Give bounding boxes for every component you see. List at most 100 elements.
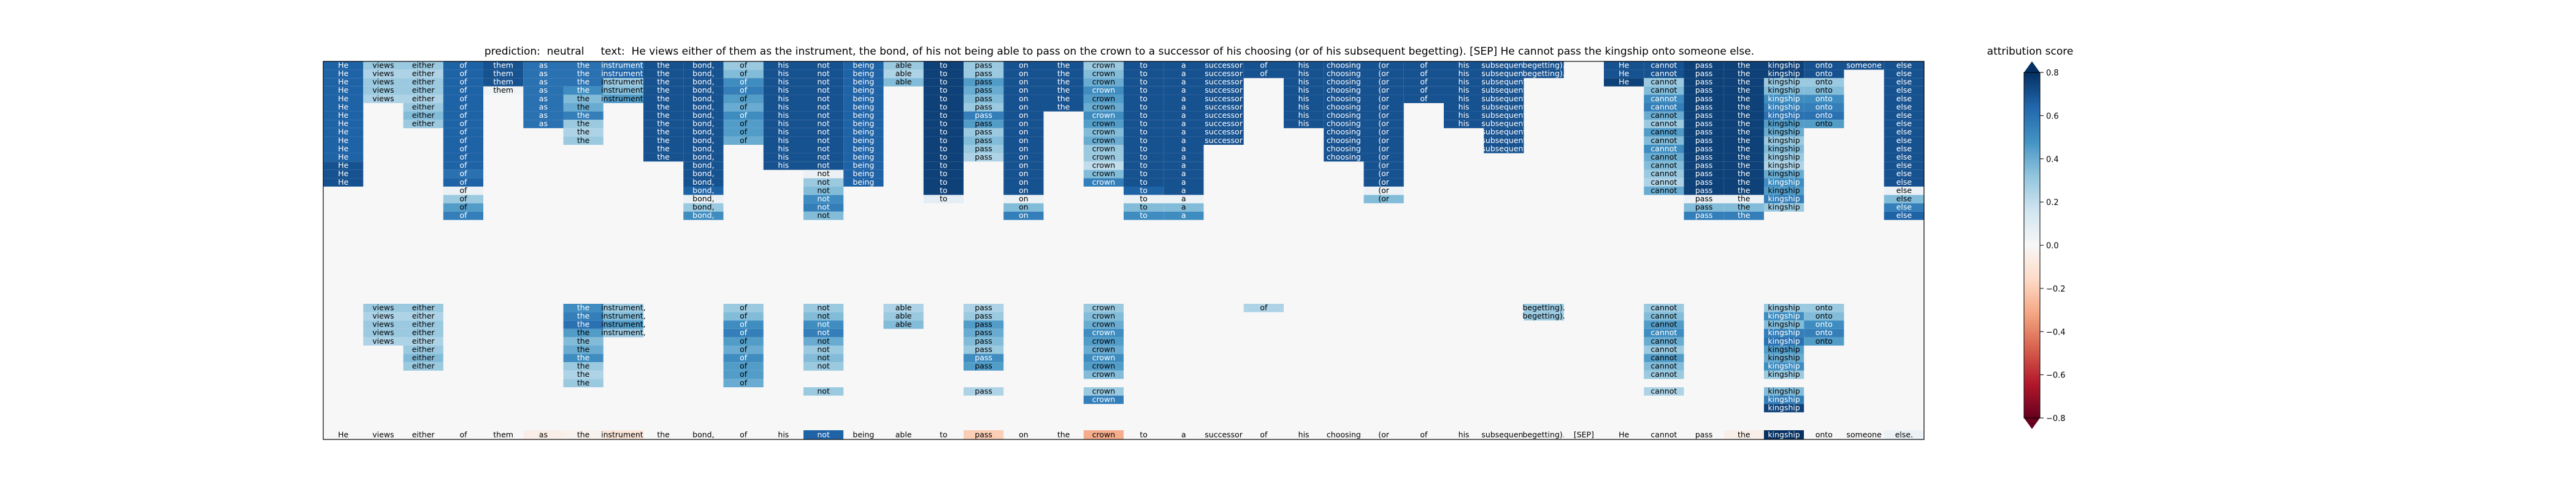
heatmap-cell-label: pass [975,311,992,320]
heatmap-cell-label: the [577,136,590,145]
heatmap-cell [323,169,364,179]
heatmap-cell [1163,145,1204,153]
heatmap-cell [1363,136,1404,145]
heatmap-cell [1723,195,1764,204]
heatmap-cell-label: them [493,85,513,95]
heatmap-cell [563,69,604,79]
heatmap-cell [1644,337,1684,346]
token-label: onto [1815,430,1833,439]
heatmap-cell [1684,203,1724,212]
heatmap-cell [1324,103,1364,112]
heatmap-cell-label: (or [1378,185,1390,195]
heatmap-cell [1844,61,1884,70]
heatmap-cell [1644,387,1684,396]
heatmap-cell [1043,95,1084,103]
heatmap-cell [883,312,924,321]
heatmap-cell [363,61,404,70]
heatmap-cell-label: cannot [1650,169,1677,178]
heatmap-cell-label: crown [1092,144,1116,153]
heatmap-cell [723,337,764,346]
heatmap-cell [363,69,404,79]
heatmap-cell-label: choosing [1327,85,1361,95]
heatmap-cell-label: on [1019,161,1029,170]
heatmap-cell [1764,337,1804,346]
heatmap-cell [363,78,404,87]
heatmap-cell-label: as [539,119,548,128]
heatmap-cell [1644,111,1684,120]
heatmap-cell-label: bond, [692,144,714,153]
heatmap-cell-label: instrument, [601,85,646,95]
token-score-cell [443,430,483,439]
heatmap-cell [443,61,483,70]
heatmap-cell-label: cannot [1650,161,1677,170]
heatmap-cell [1884,69,1924,79]
heatmap-cell [964,354,1004,363]
heatmap-cell-label: a [1181,144,1186,153]
heatmap-cell-label: to [1140,211,1148,220]
heatmap-cell-label: being [853,152,874,161]
heatmap-cell-label: pass [1695,185,1713,195]
heatmap-cell-label: not [817,311,830,320]
heatmap-cell-label: instrument, [601,303,646,312]
token-label: [SEP] [1574,430,1594,439]
heatmap-cell [323,78,364,87]
heatmap-cell-label: the [1738,60,1750,69]
heatmap-cell-label: (or [1378,136,1390,145]
heatmap-cell-label: the [1738,169,1750,178]
heatmap-cell-label: on [1019,185,1029,195]
heatmap-cell-label: either [412,102,435,111]
heatmap-cell-label: able [895,311,912,320]
heatmap-cell [1003,128,1044,137]
heatmap-cell-label: a [1181,127,1186,136]
heatmap-cell [1764,404,1804,412]
heatmap-cell-label: pass [1695,211,1713,220]
heatmap-cell-label: cannot [1650,311,1677,320]
heatmap-cell-label: He [338,169,348,178]
heatmap-cell-label: either [412,69,435,78]
token-label: someone [1846,430,1882,439]
heatmap-cell-label: subsequent [1481,77,1526,87]
heatmap-cell [1003,153,1044,162]
heatmap-cell [1444,111,1484,120]
heatmap-cell [683,153,724,162]
token-score-cell [483,430,524,439]
heatmap-cell [1804,61,1844,70]
heatmap-plot-area: HeHeHeHeHeHeHeHeHeHeHeHeHeHeHeviewsviews… [323,60,1925,440]
heatmap-cell-label: cannot [1650,177,1677,187]
heatmap-cell-label: subsequent [1481,69,1526,78]
heatmap-cell [1243,69,1284,79]
heatmap-cell-label: pass [1695,161,1713,170]
heatmap-cell [1363,78,1404,87]
token-label: cannot [1650,430,1677,439]
heatmap-cell-label: the [1738,77,1750,87]
heatmap-cell [803,187,844,195]
heatmap-cell [683,95,724,103]
heatmap-cell-label: views [372,303,394,312]
heatmap-cell-label: of [740,303,748,312]
heatmap-cell-label: a [1181,94,1186,103]
heatmap-cell [1324,153,1364,162]
heatmap-cell [723,354,764,363]
heatmap-cell-label: pass [1695,203,1713,212]
heatmap-cell [1484,128,1524,137]
heatmap-cell-label: instrument, [601,77,646,87]
heatmap-cell-label: of [459,110,467,120]
heatmap-cell [923,128,964,137]
chart-title: prediction: neutral text: He views eithe… [484,45,1755,58]
heatmap-cell [723,370,764,379]
heatmap-cell [803,86,844,95]
heatmap-cell-label: not [817,185,830,195]
heatmap-cell [1484,61,1524,70]
heatmap-cell-label: (or [1378,102,1390,111]
heatmap-cell-label: the [577,303,590,312]
heatmap-cell-label: on [1019,119,1029,128]
heatmap-cell [883,69,924,79]
heatmap-cell-label: else [1896,177,1912,187]
heatmap-cell [803,354,844,363]
heatmap-cell [1684,136,1724,145]
heatmap-cell-label: being [853,127,874,136]
heatmap-cell-label: bond, [692,85,714,95]
heatmap-cell [1884,120,1924,128]
heatmap-cell [483,78,524,87]
heatmap-cell [643,103,684,112]
